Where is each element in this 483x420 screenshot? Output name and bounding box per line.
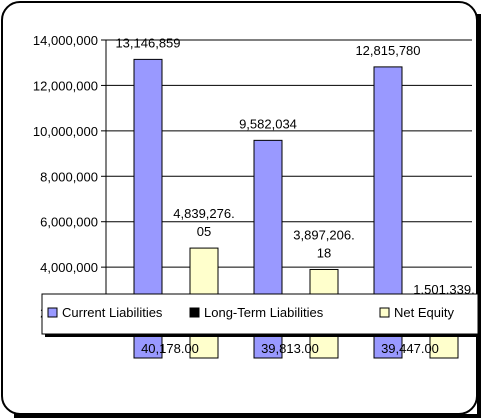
x-tick-label: 39,813.00: [261, 341, 319, 356]
legend-label: Net Equity: [394, 305, 454, 320]
y-tick-label: 8,000,000: [40, 169, 98, 184]
y-tick-label: 4,000,000: [40, 260, 98, 275]
y-tick-label: 14,000,000: [33, 33, 98, 48]
x-tick-label: 39,447.00: [381, 341, 439, 356]
data-label: 4,839,276.: [173, 206, 234, 221]
data-label: 1,501,339.: [413, 282, 474, 297]
legend-swatch: [379, 307, 390, 318]
y-tick-label: 12,000,000: [33, 78, 98, 93]
chart-shadow-right: [477, 14, 481, 416]
data-label: 3,897,206.: [293, 227, 354, 242]
legend-label: Current Liabilities: [62, 305, 163, 320]
data-label: 9,582,034: [239, 116, 297, 131]
data-label: 18: [317, 245, 331, 260]
data-label: 05: [197, 224, 211, 239]
y-tick-label: 6,000,000: [40, 215, 98, 230]
chart-shadow-bottom: [14, 414, 481, 418]
legend-swatch: [189, 307, 200, 318]
x-tick-label: 40,178.00: [141, 341, 199, 356]
data-label: 13,146,859: [115, 35, 180, 50]
data-label: 12,815,780: [355, 43, 420, 58]
category-labels: 40,178.00 39,813.00 39,447.00: [141, 341, 439, 356]
y-tick-label: 10,000,000: [33, 124, 98, 139]
legend-label: Long-Term Liabilities: [204, 305, 324, 320]
legend-box: [41, 293, 479, 335]
legend-swatch: [47, 307, 58, 318]
legend: Current Liabilities Long-Term Liabilities…: [41, 293, 481, 337]
